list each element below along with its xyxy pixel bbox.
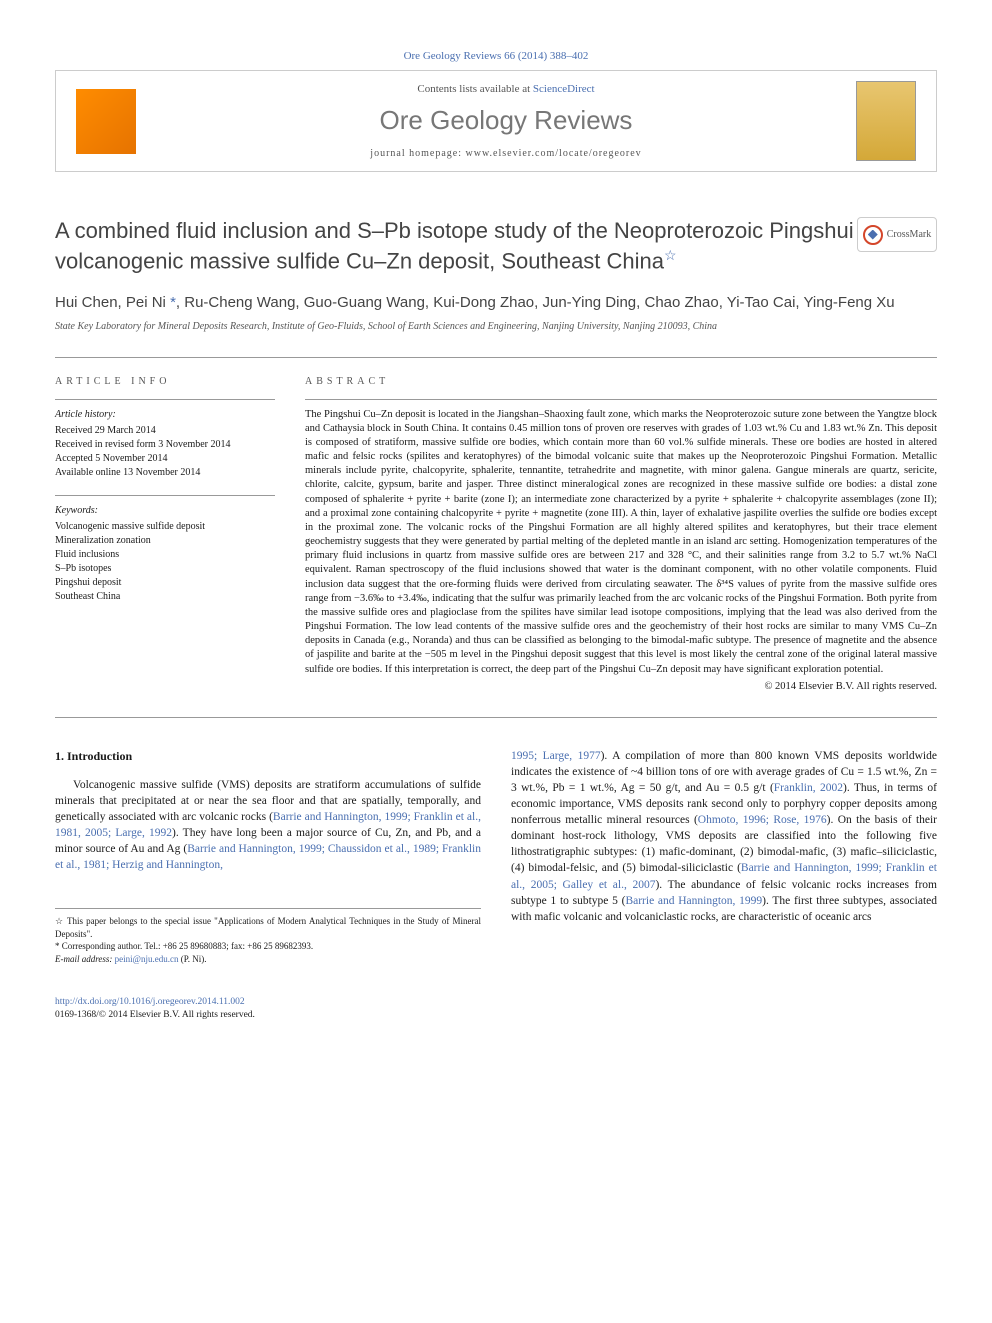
intro-paragraph-continued: 1995; Large, 1977). A compilation of mor… xyxy=(511,748,937,925)
keyword: Southeast China xyxy=(55,590,275,604)
journal-header-box: Contents lists available at ScienceDirec… xyxy=(55,70,937,172)
abstract-heading: ABSTRACT xyxy=(305,376,937,387)
authors-list: Hui Chen, Pei Ni *, Ru-Cheng Wang, Guo-G… xyxy=(55,294,937,311)
journal-cover-thumbnail xyxy=(856,81,916,161)
accepted-date: Accepted 5 November 2014 xyxy=(55,452,275,466)
article-title: A combined fluid inclusion and S–Pb isot… xyxy=(55,217,937,276)
issn-copyright: 0169-1368/© 2014 Elsevier B.V. All right… xyxy=(55,1009,937,1022)
elsevier-logo xyxy=(76,89,136,154)
citation-link[interactable]: Franklin, 2002 xyxy=(774,782,843,794)
contents-line: Contents lists available at ScienceDirec… xyxy=(156,83,856,95)
article-info-heading: ARTICLE INFO xyxy=(55,376,275,387)
intro-heading: 1. Introduction xyxy=(55,748,481,765)
page-footer: http://dx.doi.org/10.1016/j.oregeorev.20… xyxy=(55,996,937,1023)
journal-name: Ore Geology Reviews xyxy=(156,105,856,136)
copyright: © 2014 Elsevier B.V. All rights reserved… xyxy=(305,681,937,692)
journal-homepage: journal homepage: www.elsevier.com/locat… xyxy=(156,148,856,159)
citation-link[interactable]: 1995; Large, 1977 xyxy=(511,750,601,762)
keyword: Pingshui deposit xyxy=(55,576,275,590)
received-date: Received 29 March 2014 xyxy=(55,424,275,438)
online-date: Available online 13 November 2014 xyxy=(55,466,275,480)
keyword: Volcanogenic massive sulfide deposit xyxy=(55,520,275,534)
doi-link[interactable]: http://dx.doi.org/10.1016/j.oregeorev.20… xyxy=(55,997,245,1007)
title-footnote-star: ☆ xyxy=(664,247,677,263)
intro-paragraph: Volcanogenic massive sulfide (VMS) depos… xyxy=(55,777,481,874)
footnote-corresponding: * Corresponding author. Tel.: +86 25 896… xyxy=(55,940,481,953)
keyword: S–Pb isotopes xyxy=(55,562,275,576)
affiliation: State Key Laboratory for Mineral Deposit… xyxy=(55,321,937,332)
keyword: Mineralization zonation xyxy=(55,534,275,548)
sciencedirect-link[interactable]: ScienceDirect xyxy=(533,83,595,95)
column-right: 1995; Large, 1977). A compilation of mor… xyxy=(511,748,937,966)
abstract-section: ABSTRACT The Pingshui Cu–Zn deposit is l… xyxy=(305,376,937,692)
footnotes: ☆ This paper belongs to the special issu… xyxy=(55,908,481,965)
keywords-label: Keywords: xyxy=(55,504,275,518)
keyword: Fluid inclusions xyxy=(55,548,275,562)
citation-link[interactable]: Barrie and Hannington, 1999 xyxy=(625,895,762,907)
crossmark-badge[interactable]: CrossMark xyxy=(857,217,937,252)
article-info-sidebar: ARTICLE INFO Article history: Received 2… xyxy=(55,376,275,692)
history-label: Article history: xyxy=(55,408,275,422)
crossmark-icon xyxy=(863,225,883,245)
corresponding-author-mark: * xyxy=(170,294,176,311)
footnote-special-issue: ☆ This paper belongs to the special issu… xyxy=(55,915,481,940)
header-journal-ref: Ore Geology Reviews 66 (2014) 388–402 xyxy=(55,50,937,62)
column-left: 1. Introduction Volcanogenic massive sul… xyxy=(55,748,481,966)
divider xyxy=(55,357,937,358)
revised-date: Received in revised form 3 November 2014 xyxy=(55,438,275,452)
email-link[interactable]: peini@nju.edu.cn xyxy=(115,954,179,964)
abstract-text: The Pingshui Cu–Zn deposit is located in… xyxy=(305,408,937,677)
citation-link[interactable]: Ohmoto, 1996; Rose, 1976 xyxy=(698,814,827,826)
footnote-email: E-mail address: peini@nju.edu.cn (P. Ni)… xyxy=(55,953,481,966)
